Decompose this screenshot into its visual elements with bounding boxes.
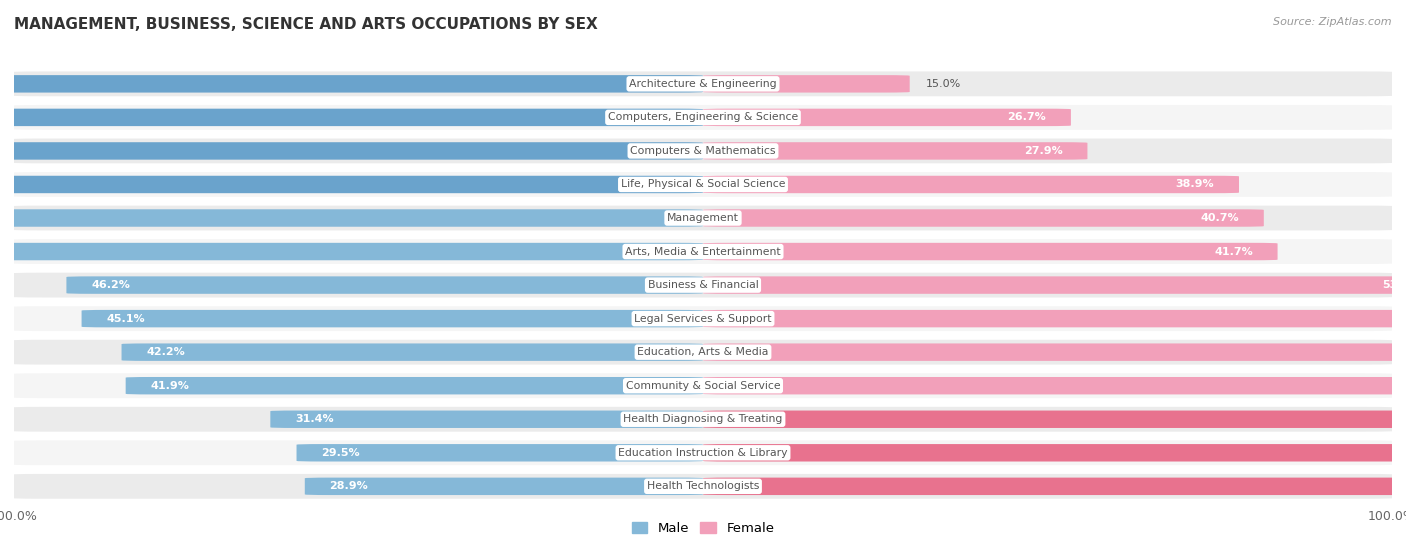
Text: 26.7%: 26.7%: [1007, 112, 1046, 122]
FancyBboxPatch shape: [121, 343, 703, 361]
FancyBboxPatch shape: [7, 206, 1399, 230]
Text: 38.9%: 38.9%: [1175, 179, 1215, 190]
FancyBboxPatch shape: [703, 276, 1406, 294]
FancyBboxPatch shape: [7, 373, 1399, 398]
Text: Business & Financial: Business & Financial: [648, 280, 758, 290]
Text: 54.9%: 54.9%: [1396, 314, 1406, 324]
Text: 29.5%: 29.5%: [322, 448, 360, 458]
FancyBboxPatch shape: [703, 108, 1071, 126]
FancyBboxPatch shape: [7, 407, 1399, 432]
FancyBboxPatch shape: [703, 243, 1278, 260]
FancyBboxPatch shape: [703, 477, 1406, 495]
Text: Computers & Mathematics: Computers & Mathematics: [630, 146, 776, 156]
Text: 40.7%: 40.7%: [1201, 213, 1239, 223]
Text: 45.1%: 45.1%: [107, 314, 145, 324]
FancyBboxPatch shape: [0, 209, 703, 227]
FancyBboxPatch shape: [0, 243, 703, 260]
FancyBboxPatch shape: [703, 377, 1406, 395]
FancyBboxPatch shape: [7, 105, 1399, 130]
Text: 53.9%: 53.9%: [1382, 280, 1406, 290]
FancyBboxPatch shape: [82, 310, 703, 328]
Text: 41.7%: 41.7%: [1213, 247, 1253, 257]
FancyBboxPatch shape: [703, 75, 910, 93]
Text: Education, Arts & Media: Education, Arts & Media: [637, 347, 769, 357]
Text: 46.2%: 46.2%: [91, 280, 131, 290]
FancyBboxPatch shape: [7, 440, 1399, 465]
FancyBboxPatch shape: [0, 75, 703, 93]
FancyBboxPatch shape: [0, 108, 703, 126]
FancyBboxPatch shape: [305, 477, 703, 495]
FancyBboxPatch shape: [7, 239, 1399, 264]
FancyBboxPatch shape: [7, 306, 1399, 331]
Text: Life, Physical & Social Science: Life, Physical & Social Science: [621, 179, 785, 190]
Text: Source: ZipAtlas.com: Source: ZipAtlas.com: [1274, 17, 1392, 27]
FancyBboxPatch shape: [297, 444, 703, 462]
FancyBboxPatch shape: [66, 276, 703, 294]
Text: Management: Management: [666, 213, 740, 223]
FancyBboxPatch shape: [7, 273, 1399, 297]
Text: Health Technologists: Health Technologists: [647, 481, 759, 491]
FancyBboxPatch shape: [7, 139, 1399, 163]
Text: MANAGEMENT, BUSINESS, SCIENCE AND ARTS OCCUPATIONS BY SEX: MANAGEMENT, BUSINESS, SCIENCE AND ARTS O…: [14, 17, 598, 32]
FancyBboxPatch shape: [703, 142, 1087, 160]
FancyBboxPatch shape: [125, 377, 703, 395]
FancyBboxPatch shape: [7, 340, 1399, 364]
Text: Legal Services & Support: Legal Services & Support: [634, 314, 772, 324]
Text: 41.9%: 41.9%: [150, 381, 190, 391]
Text: Health Diagnosing & Treating: Health Diagnosing & Treating: [623, 414, 783, 424]
FancyBboxPatch shape: [7, 72, 1399, 96]
FancyBboxPatch shape: [703, 310, 1406, 328]
Text: Arts, Media & Entertainment: Arts, Media & Entertainment: [626, 247, 780, 257]
FancyBboxPatch shape: [0, 176, 703, 193]
FancyBboxPatch shape: [7, 474, 1399, 499]
Text: Community & Social Service: Community & Social Service: [626, 381, 780, 391]
Text: 31.4%: 31.4%: [295, 414, 333, 424]
FancyBboxPatch shape: [270, 410, 703, 428]
Text: Architecture & Engineering: Architecture & Engineering: [630, 79, 776, 89]
Text: 27.9%: 27.9%: [1024, 146, 1063, 156]
Text: Education Instruction & Library: Education Instruction & Library: [619, 448, 787, 458]
FancyBboxPatch shape: [703, 444, 1406, 462]
Text: 15.0%: 15.0%: [927, 79, 962, 89]
Text: Computers, Engineering & Science: Computers, Engineering & Science: [607, 112, 799, 122]
Text: 42.2%: 42.2%: [146, 347, 186, 357]
Legend: Male, Female: Male, Female: [626, 517, 780, 540]
FancyBboxPatch shape: [703, 176, 1239, 193]
FancyBboxPatch shape: [703, 343, 1406, 361]
FancyBboxPatch shape: [703, 410, 1406, 428]
FancyBboxPatch shape: [703, 209, 1264, 227]
Text: 28.9%: 28.9%: [329, 481, 368, 491]
FancyBboxPatch shape: [7, 172, 1399, 197]
FancyBboxPatch shape: [0, 142, 703, 160]
